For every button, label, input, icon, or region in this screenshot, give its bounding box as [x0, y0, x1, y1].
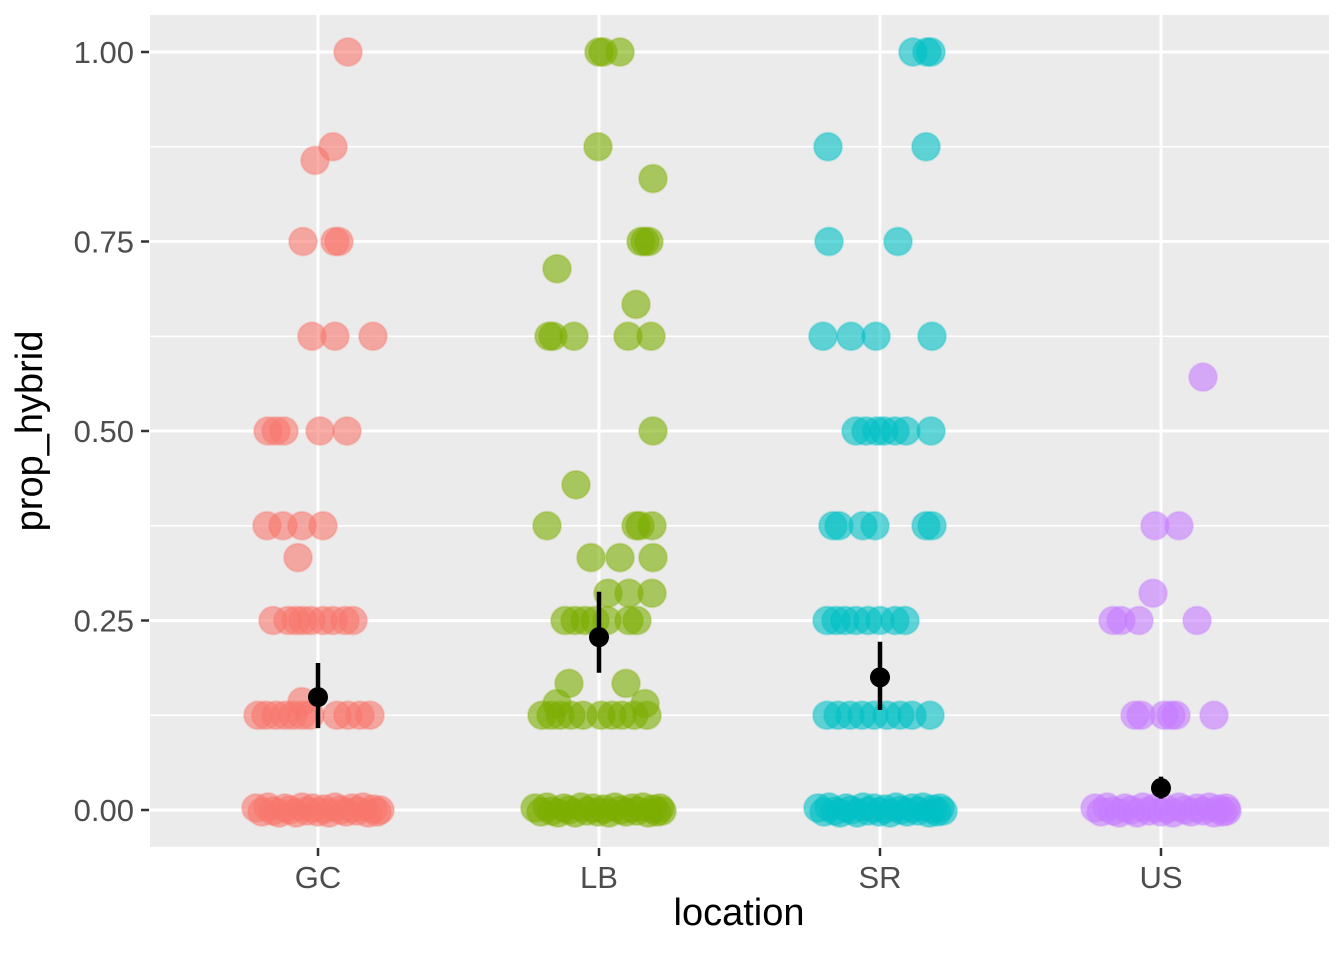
- data-point: [559, 321, 589, 352]
- data-point: [542, 253, 572, 284]
- series-lb: [520, 37, 677, 828]
- x-tick-label: SR: [858, 860, 901, 895]
- data-point: [915, 700, 945, 731]
- data-point: [911, 131, 941, 162]
- data-point: [891, 416, 921, 446]
- x-tick-label: LB: [580, 860, 618, 895]
- data-point: [300, 145, 330, 176]
- data-point: [1138, 578, 1168, 609]
- data-point: [637, 510, 667, 541]
- data-point: [860, 510, 890, 541]
- data-point: [308, 510, 338, 541]
- data-points-layer: [241, 37, 1242, 828]
- data-point: [583, 131, 613, 162]
- data-point: [1188, 362, 1218, 393]
- data-point: [638, 163, 668, 194]
- y-tick-label: 0.00: [74, 793, 134, 828]
- data-point: [332, 416, 362, 446]
- data-point: [622, 605, 652, 636]
- axis-ticks-layer: [141, 50, 1163, 856]
- data-point: [365, 795, 395, 825]
- data-point: [305, 416, 335, 446]
- data-point: [928, 796, 958, 826]
- data-point: [917, 510, 947, 541]
- data-point: [355, 700, 385, 731]
- series-gc: [241, 37, 395, 828]
- data-point: [637, 578, 667, 609]
- data-point: [814, 226, 844, 257]
- data-point: [605, 542, 635, 573]
- y-tick-label: 0.50: [74, 414, 134, 449]
- data-point: [320, 321, 350, 352]
- x-tick-label: GC: [295, 860, 342, 895]
- data-point: [1161, 700, 1191, 731]
- data-point: [1212, 796, 1242, 826]
- y-tick-label: 0.75: [74, 225, 134, 260]
- data-point: [638, 416, 668, 446]
- axis-tick-labels-layer: 1.00 0.75 0.50 0.25 0.00 GC LB SR US: [74, 35, 1183, 895]
- data-point: [916, 37, 946, 67]
- data-point: [634, 226, 664, 257]
- data-point: [1124, 605, 1154, 636]
- data-point: [288, 226, 318, 257]
- data-point: [638, 542, 668, 573]
- mean-point: [308, 687, 328, 708]
- data-point: [269, 416, 299, 446]
- data-point: [338, 605, 368, 636]
- data-point: [576, 542, 606, 573]
- data-point: [611, 668, 641, 699]
- data-point: [605, 37, 635, 67]
- data-point: [836, 321, 866, 352]
- data-point: [808, 321, 838, 352]
- data-point: [883, 226, 913, 257]
- data-point: [621, 289, 651, 320]
- data-point: [813, 131, 843, 162]
- mean-point: [589, 627, 609, 648]
- mean-point: [870, 667, 890, 688]
- data-point: [1199, 700, 1229, 731]
- series-sr: [803, 37, 958, 828]
- series-us: [1080, 362, 1242, 828]
- data-point: [561, 469, 591, 500]
- y-tick-label: 1.00: [74, 35, 134, 70]
- y-axis-title: prop_hybrid: [9, 331, 51, 532]
- data-point: [647, 796, 677, 826]
- data-point: [890, 605, 920, 636]
- x-tick-label: US: [1139, 860, 1182, 895]
- data-point: [1182, 605, 1212, 636]
- data-point: [333, 37, 363, 67]
- data-point: [532, 510, 562, 541]
- mean-point: [1151, 778, 1171, 799]
- data-point: [917, 321, 947, 352]
- data-point: [861, 321, 891, 352]
- data-point: [283, 542, 313, 573]
- y-tick-label: 0.25: [74, 604, 134, 639]
- data-point: [358, 321, 388, 352]
- data-point: [636, 321, 666, 352]
- mean-pointrange-layer: [308, 591, 1171, 799]
- data-point: [916, 416, 946, 446]
- data-point: [1164, 510, 1194, 541]
- data-point: [632, 700, 662, 731]
- data-point: [324, 226, 354, 257]
- x-axis-title: location: [674, 892, 805, 934]
